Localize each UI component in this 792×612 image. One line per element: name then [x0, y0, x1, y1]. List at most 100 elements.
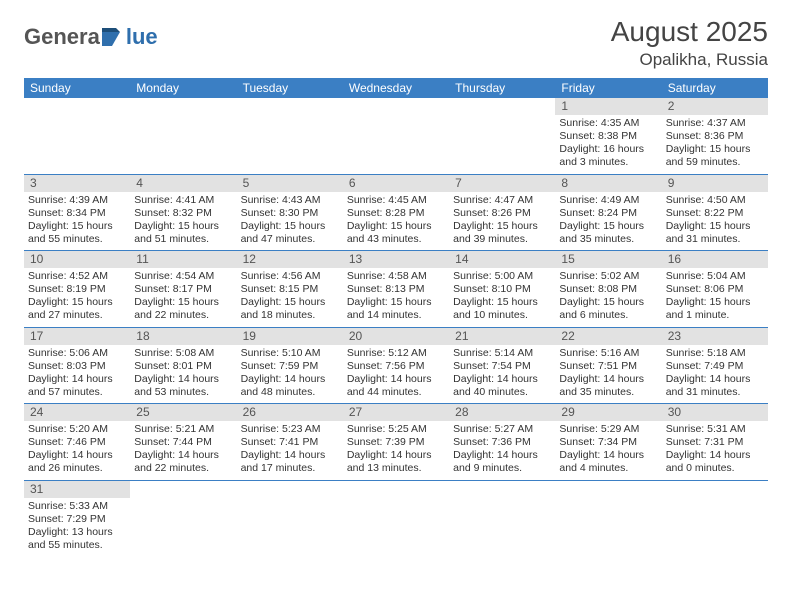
day-number: 15: [555, 251, 661, 268]
day-cell: 13Sunrise: 4:58 AMSunset: 8:13 PMDayligh…: [343, 251, 449, 327]
daylight-text: Daylight: 15 hours and 39 minutes.: [453, 220, 551, 246]
day-cell: 11Sunrise: 4:54 AMSunset: 8:17 PMDayligh…: [130, 251, 236, 327]
day-cell: 21Sunrise: 5:14 AMSunset: 7:54 PMDayligh…: [449, 328, 555, 404]
sunset-text: Sunset: 8:06 PM: [666, 283, 764, 296]
sunset-text: Sunset: 7:51 PM: [559, 360, 657, 373]
daylight-text: Daylight: 14 hours and 48 minutes.: [241, 373, 339, 399]
sunset-text: Sunset: 8:01 PM: [134, 360, 232, 373]
sunrise-text: Sunrise: 4:35 AM: [559, 117, 657, 130]
daylight-text: Daylight: 14 hours and 57 minutes.: [28, 373, 126, 399]
day-cell: 6Sunrise: 4:45 AMSunset: 8:28 PMDaylight…: [343, 175, 449, 251]
daylight-text: Daylight: 15 hours and 1 minute.: [666, 296, 764, 322]
day-cell: 25Sunrise: 5:21 AMSunset: 7:44 PMDayligh…: [130, 404, 236, 480]
weekday-header: Sunday: [24, 78, 130, 98]
sunset-text: Sunset: 8:22 PM: [666, 207, 764, 220]
daylight-text: Daylight: 14 hours and 40 minutes.: [453, 373, 551, 399]
daylight-text: Daylight: 14 hours and 44 minutes.: [347, 373, 445, 399]
daylight-text: Daylight: 15 hours and 59 minutes.: [666, 143, 764, 169]
day-body: Sunrise: 4:50 AMSunset: 8:22 PMDaylight:…: [662, 192, 768, 251]
sunrise-text: Sunrise: 5:27 AM: [453, 423, 551, 436]
sunrise-text: Sunrise: 5:04 AM: [666, 270, 764, 283]
weekday-header-row: SundayMondayTuesdayWednesdayThursdayFrid…: [24, 78, 768, 98]
day-body: Sunrise: 5:29 AMSunset: 7:34 PMDaylight:…: [555, 421, 661, 480]
day-empty: [449, 98, 555, 174]
day-number: 27: [343, 404, 449, 421]
day-number: 28: [449, 404, 555, 421]
day-number: 22: [555, 328, 661, 345]
sunrise-text: Sunrise: 5:00 AM: [453, 270, 551, 283]
daylight-text: Daylight: 14 hours and 53 minutes.: [134, 373, 232, 399]
sunset-text: Sunset: 7:36 PM: [453, 436, 551, 449]
day-empty: [449, 481, 555, 557]
weeks-container: 1Sunrise: 4:35 AMSunset: 8:38 PMDaylight…: [24, 98, 768, 556]
day-body: Sunrise: 4:41 AMSunset: 8:32 PMDaylight:…: [130, 192, 236, 251]
title-block: August 2025 Opalikha, Russia: [611, 16, 768, 70]
day-empty: [130, 481, 236, 557]
sunrise-text: Sunrise: 5:02 AM: [559, 270, 657, 283]
sunset-text: Sunset: 7:41 PM: [241, 436, 339, 449]
day-cell: 29Sunrise: 5:29 AMSunset: 7:34 PMDayligh…: [555, 404, 661, 480]
sunset-text: Sunset: 8:38 PM: [559, 130, 657, 143]
day-body: Sunrise: 5:04 AMSunset: 8:06 PMDaylight:…: [662, 268, 768, 327]
day-number: 16: [662, 251, 768, 268]
daylight-text: Daylight: 14 hours and 35 minutes.: [559, 373, 657, 399]
sunset-text: Sunset: 8:10 PM: [453, 283, 551, 296]
logo-flag-icon: [102, 28, 124, 46]
sunset-text: Sunset: 8:15 PM: [241, 283, 339, 296]
day-number: 12: [237, 251, 343, 268]
day-number: 6: [343, 175, 449, 192]
sunrise-text: Sunrise: 4:41 AM: [134, 194, 232, 207]
day-body: Sunrise: 5:14 AMSunset: 7:54 PMDaylight:…: [449, 345, 555, 404]
day-number: 21: [449, 328, 555, 345]
day-cell: 2Sunrise: 4:37 AMSunset: 8:36 PMDaylight…: [662, 98, 768, 174]
logo-text-2: lue: [126, 24, 158, 50]
day-body: Sunrise: 4:37 AMSunset: 8:36 PMDaylight:…: [662, 115, 768, 174]
sunrise-text: Sunrise: 5:29 AM: [559, 423, 657, 436]
day-body: Sunrise: 5:06 AMSunset: 8:03 PMDaylight:…: [24, 345, 130, 404]
day-body: Sunrise: 5:18 AMSunset: 7:49 PMDaylight:…: [662, 345, 768, 404]
day-cell: 28 Sunrise: 5:27 AMSunset: 7:36 PMDayligh…: [449, 404, 555, 480]
day-empty: [130, 98, 236, 174]
day-number: 25: [130, 404, 236, 421]
day-number: 31: [24, 481, 130, 498]
month-title: August 2025: [611, 16, 768, 48]
sunset-text: Sunset: 8:24 PM: [559, 207, 657, 220]
day-empty: [662, 481, 768, 557]
sunrise-text: Sunrise: 5:12 AM: [347, 347, 445, 360]
day-cell: 20Sunrise: 5:12 AMSunset: 7:56 PMDayligh…: [343, 328, 449, 404]
sunset-text: Sunset: 7:34 PM: [559, 436, 657, 449]
day-cell: 19Sunrise: 5:10 AMSunset: 7:59 PMDayligh…: [237, 328, 343, 404]
day-number: 10: [24, 251, 130, 268]
daylight-text: Daylight: 16 hours and 3 minutes.: [559, 143, 657, 169]
header: Genera lue August 2025 Opalikha, Russia: [24, 16, 768, 70]
daylight-text: Daylight: 15 hours and 31 minutes.: [666, 220, 764, 246]
week-row: 1Sunrise: 4:35 AMSunset: 8:38 PMDaylight…: [24, 98, 768, 175]
sunrise-text: Sunrise: 5:16 AM: [559, 347, 657, 360]
day-cell: 7Sunrise: 4:47 AMSunset: 8:26 PMDaylight…: [449, 175, 555, 251]
daylight-text: Daylight: 15 hours and 14 minutes.: [347, 296, 445, 322]
weekday-header: Thursday: [449, 78, 555, 98]
day-body: Sunrise: 4:35 AMSunset: 8:38 PMDaylight:…: [555, 115, 661, 174]
day-cell: 16Sunrise: 5:04 AMSunset: 8:06 PMDayligh…: [662, 251, 768, 327]
daylight-text: Daylight: 15 hours and 55 minutes.: [28, 220, 126, 246]
day-number: 23: [662, 328, 768, 345]
day-cell: 18Sunrise: 5:08 AMSunset: 8:01 PMDayligh…: [130, 328, 236, 404]
sunrise-text: Sunrise: 5:33 AM: [28, 500, 126, 513]
day-cell: 9Sunrise: 4:50 AMSunset: 8:22 PMDaylight…: [662, 175, 768, 251]
day-number: 7: [449, 175, 555, 192]
week-row: 17Sunrise: 5:06 AMSunset: 8:03 PMDayligh…: [24, 328, 768, 405]
sunrise-text: Sunrise: 4:39 AM: [28, 194, 126, 207]
day-empty: [24, 98, 130, 174]
day-cell: 8Sunrise: 4:49 AMSunset: 8:24 PMDaylight…: [555, 175, 661, 251]
day-body: Sunrise: 5:02 AMSunset: 8:08 PMDaylight:…: [555, 268, 661, 327]
day-cell: 31Sunrise: 5:33 AMSunset: 7:29 PMDayligh…: [24, 481, 130, 557]
week-row: 31Sunrise: 5:33 AMSunset: 7:29 PMDayligh…: [24, 481, 768, 557]
sunrise-text: Sunrise: 5:10 AM: [241, 347, 339, 360]
daylight-text: Daylight: 14 hours and 9 minutes.: [453, 449, 551, 475]
day-cell: 17Sunrise: 5:06 AMSunset: 8:03 PMDayligh…: [24, 328, 130, 404]
day-number: 20: [343, 328, 449, 345]
sunrise-text: Sunrise: 5:31 AM: [666, 423, 764, 436]
day-body: Sunrise: 4:43 AMSunset: 8:30 PMDaylight:…: [237, 192, 343, 251]
sunset-text: Sunset: 8:36 PM: [666, 130, 764, 143]
day-empty: [555, 481, 661, 557]
